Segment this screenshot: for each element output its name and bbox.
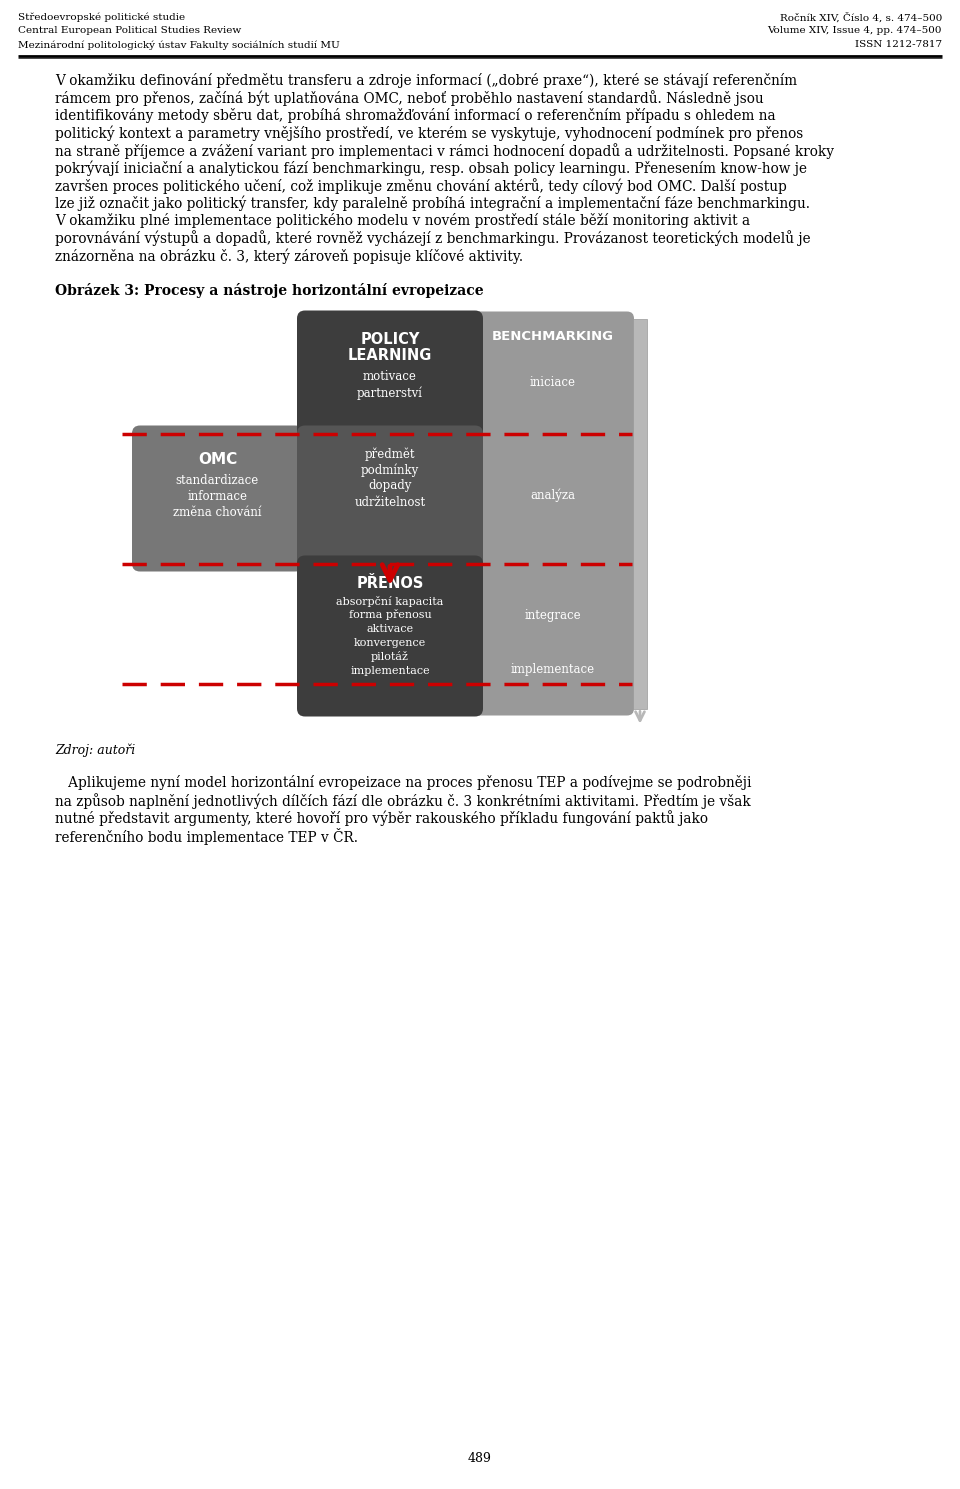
Text: nutné představit argumenty, které hovoří pro výběr rakouského příkladu fungování: nutné představit argumenty, které hovoří… — [55, 810, 708, 826]
Text: znázorněna na obrázku č. 3, který zároveň popisuje klíčové aktivity.: znázorněna na obrázku č. 3, který zárove… — [55, 249, 523, 264]
Text: 489: 489 — [468, 1452, 492, 1465]
Text: POLICY: POLICY — [360, 332, 420, 347]
Bar — [633, 319, 647, 709]
Text: V okamžiku plné implementace politického modelu v novém prostředí stále běží mon: V okamžiku plné implementace politického… — [55, 213, 750, 228]
Text: motivace: motivace — [363, 371, 417, 384]
Text: na straně příjemce a zvážení variant pro implementaci v rámci hodnocení dopadů a: na straně příjemce a zvážení variant pro… — [55, 143, 834, 159]
Text: Středoevropské politické studie: Středoevropské politické studie — [18, 12, 185, 21]
Text: Central European Political Studies Review: Central European Political Studies Revie… — [18, 25, 241, 36]
Text: referenčního bodu implementace TEP v ČR.: referenčního bodu implementace TEP v ČR. — [55, 828, 358, 844]
Text: V okamžiku definování předmětu transferu a zdroje informací („dobré praxe“), kte: V okamžiku definování předmětu transferu… — [55, 73, 797, 88]
Text: Ročník XIV, Číslo 4, s. 474–500: Ročník XIV, Číslo 4, s. 474–500 — [780, 12, 942, 22]
FancyBboxPatch shape — [297, 555, 483, 716]
Text: udržitelnost: udržitelnost — [354, 496, 425, 509]
Text: iniciace: iniciace — [530, 377, 576, 390]
Text: standardizace: standardizace — [176, 474, 259, 487]
FancyBboxPatch shape — [132, 426, 303, 572]
Text: OMC: OMC — [198, 451, 237, 466]
FancyBboxPatch shape — [297, 311, 483, 442]
Text: na způsob naplnění jednotlivých dílčích fází dle obrázku č. 3 konkrétními aktivi: na způsob naplnění jednotlivých dílčích … — [55, 794, 751, 809]
Text: Obrázek 3: Procesy a nástroje horizontální evropeizace: Obrázek 3: Procesy a nástroje horizontál… — [55, 283, 484, 298]
Text: informace: informace — [187, 490, 248, 502]
Text: LEARNING: LEARNING — [348, 348, 432, 363]
Text: završen proces politického učení, což implikuje změnu chování aktérů, tedy cílov: završen proces politického učení, což im… — [55, 179, 787, 194]
Text: aktivace: aktivace — [367, 624, 414, 633]
Text: lze již označit jako politický transfer, kdy paralelně probíhá integrační a impl: lze již označit jako politický transfer,… — [55, 195, 810, 211]
Text: partnerství: partnerství — [357, 387, 423, 401]
FancyBboxPatch shape — [297, 426, 483, 572]
Text: Zdroj: autoři: Zdroj: autoři — [55, 743, 135, 756]
Text: pokrývají iniciační a analytickou fází benchmarkingu, resp. obsah policy learnin: pokrývají iniciační a analytickou fází b… — [55, 161, 807, 176]
Text: implementace: implementace — [350, 666, 430, 676]
Text: změna chování: změna chování — [173, 505, 262, 518]
Text: politický kontext a parametry vnějšího prostředí, ve kterém se vyskytuje, vyhodn: politický kontext a parametry vnějšího p… — [55, 125, 804, 141]
Text: Mezinárodní politologický ústav Fakulty sociálních studií MU: Mezinárodní politologický ústav Fakulty … — [18, 40, 340, 49]
Text: porovnávání výstupů a dopadů, které rovněž vycházejí z benchmarkingu. Provázanos: porovnávání výstupů a dopadů, které rovn… — [55, 231, 810, 246]
Text: rámcem pro přenos, začíná být uplatňována OMC, neboť proběhlo nastavení standard: rámcem pro přenos, začíná být uplatňován… — [55, 91, 763, 106]
Text: předmět: předmět — [365, 448, 416, 462]
Text: Aplikujeme nyní model horizontální evropeizace na proces přenosu TEP a podívejme: Aplikujeme nyní model horizontální evrop… — [55, 776, 752, 791]
Text: absorpční kapacita: absorpční kapacita — [336, 596, 444, 606]
Text: konvergence: konvergence — [354, 637, 426, 648]
Text: podmínky: podmínky — [361, 463, 420, 476]
Text: Volume XIV, Issue 4, pp. 474–500: Volume XIV, Issue 4, pp. 474–500 — [767, 25, 942, 36]
Text: dopady: dopady — [369, 479, 412, 493]
Text: pilotáž: pilotáž — [372, 652, 409, 663]
Text: implementace: implementace — [511, 664, 595, 676]
Text: integrace: integrace — [525, 609, 582, 621]
Text: ISSN 1212-7817: ISSN 1212-7817 — [854, 40, 942, 49]
Text: analýza: analýza — [531, 488, 575, 502]
FancyBboxPatch shape — [472, 311, 634, 716]
Text: PŘENOS: PŘENOS — [356, 576, 423, 591]
Text: BENCHMARKING: BENCHMARKING — [492, 331, 614, 344]
Text: forma přenosu: forma přenosu — [348, 609, 431, 621]
Text: identifikovány metody sběru dat, probíhá shromažďování informací o referenčním p: identifikovány metody sběru dat, probíhá… — [55, 109, 776, 124]
